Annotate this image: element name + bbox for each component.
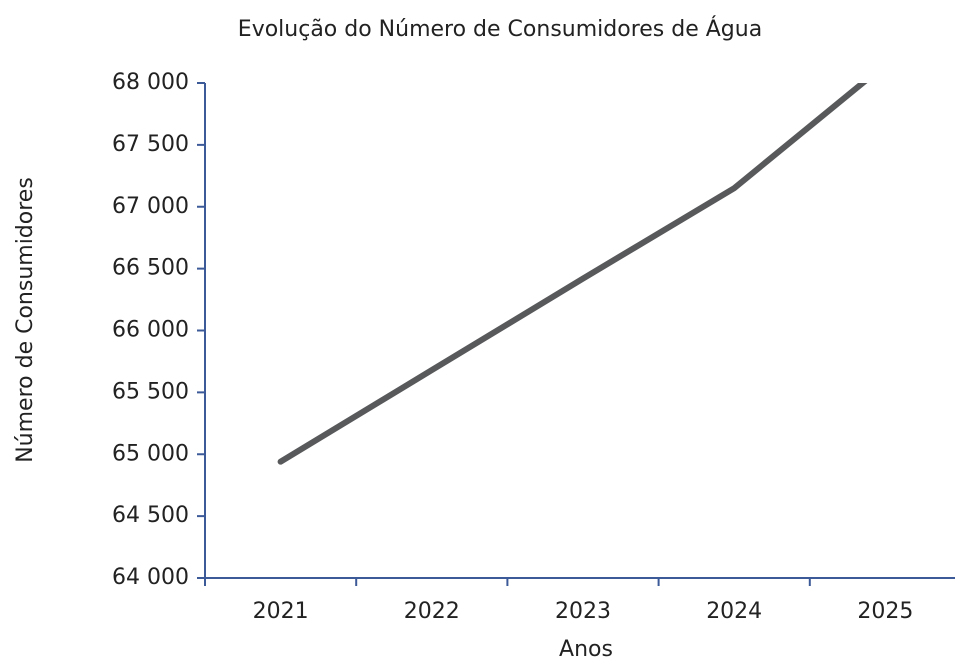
y-tick-label: 65 000 bbox=[112, 441, 189, 466]
x-tick-label: 2021 bbox=[253, 599, 309, 624]
data-line bbox=[277, 83, 868, 465]
y-tick-label: 66 000 bbox=[112, 318, 189, 343]
y-tick-label: 65 500 bbox=[112, 379, 189, 404]
x-axis-title: Anos bbox=[559, 637, 613, 661]
y-tick-label: 64 000 bbox=[112, 565, 189, 590]
x-tick-label: 2024 bbox=[706, 599, 762, 624]
y-tick-label: 64 500 bbox=[112, 503, 189, 528]
y-tick-label: 67 000 bbox=[112, 194, 189, 219]
y-tick-label: 68 000 bbox=[112, 70, 189, 95]
y-tick-label: 66 500 bbox=[112, 256, 189, 281]
x-tick-label: 2023 bbox=[555, 599, 611, 624]
x-tick-label: 2025 bbox=[857, 599, 913, 624]
x-tick-label: 2022 bbox=[404, 599, 460, 624]
y-tick-label: 67 500 bbox=[112, 132, 189, 157]
chart-title: Evolução do Número de Consumidores de Ág… bbox=[238, 16, 762, 42]
y-axis-title: Número de Consumidores bbox=[13, 177, 38, 463]
